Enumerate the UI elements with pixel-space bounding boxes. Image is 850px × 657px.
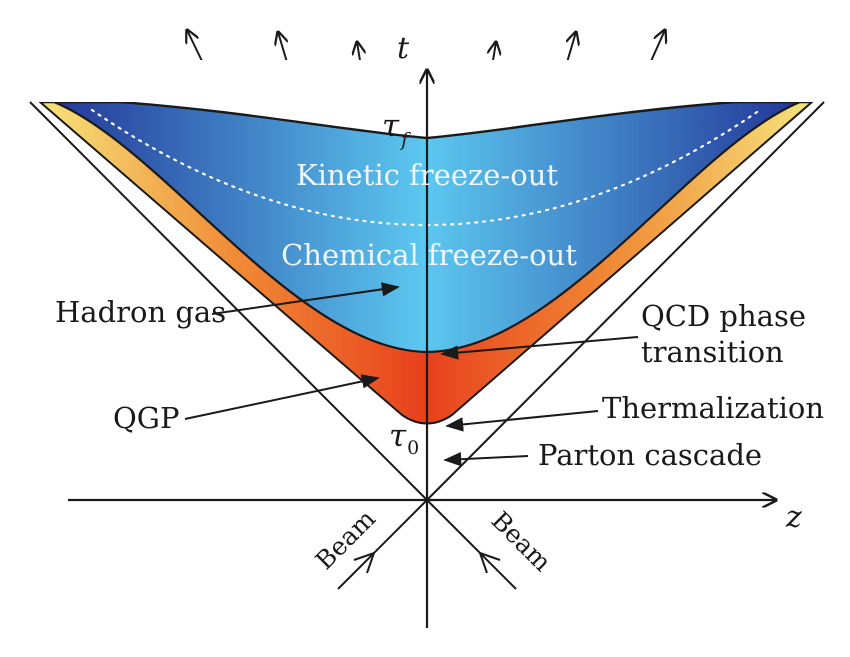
- thermalization-pointer: [445, 410, 599, 432]
- top-mask: [30, 60, 830, 102]
- beam-left-line: [337, 499, 428, 590]
- qgp-pointer: [184, 374, 380, 420]
- beams: [337, 499, 517, 590]
- qcd-transition-pointer: [440, 336, 639, 360]
- light-cone-left: [29, 101, 428, 501]
- label-pointers: [184, 282, 639, 467]
- beam-right-label: Beam: [486, 506, 557, 577]
- qgp-label: QGP: [113, 401, 179, 435]
- axes: [68, 70, 776, 628]
- thermalization-label: Thermalization: [602, 391, 824, 425]
- tau-0-label: τ0: [389, 418, 419, 459]
- light-cone-right: [426, 101, 825, 501]
- beam-right-arrowhead: [478, 551, 501, 574]
- parton-cascade-label: Parton cascade: [538, 438, 762, 472]
- hadron-gas-pointer: [211, 282, 400, 315]
- parton-cascade-pointer: [443, 452, 529, 467]
- beam-right-line: [426, 499, 517, 590]
- qcd-phase-label: QCD phase: [641, 299, 806, 333]
- transition-label: transition: [641, 335, 784, 369]
- kinetic-freeze-out-label: Kinetic freeze-out: [296, 158, 558, 192]
- light-cone: [29, 101, 825, 501]
- beam-left-arrowhead: [353, 551, 376, 574]
- t-axis-label: t: [397, 31, 410, 66]
- z-axis-label: z: [785, 500, 802, 535]
- hadron-gas-label: Hadron gas: [55, 295, 226, 329]
- chemical-freeze-out-label: Chemical freeze-out: [281, 238, 577, 272]
